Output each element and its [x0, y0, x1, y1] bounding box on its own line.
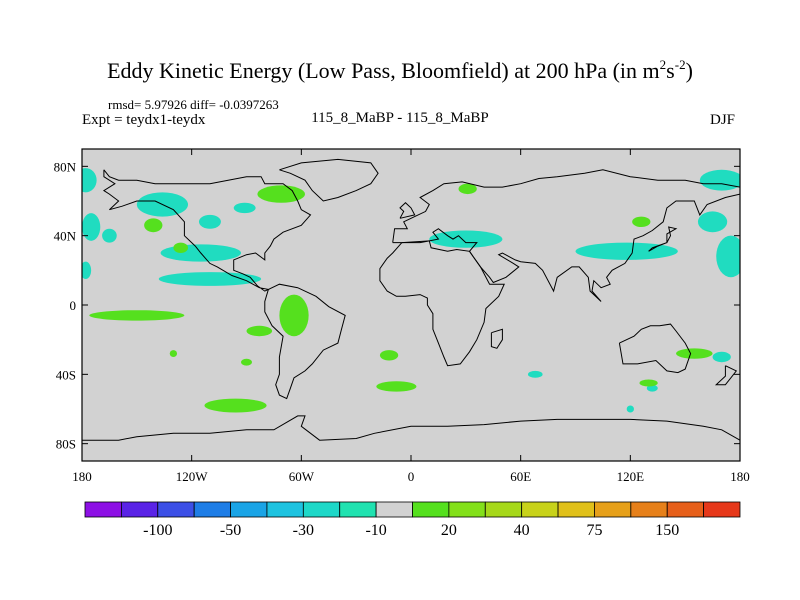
coastline-north-america [102, 169, 312, 292]
colorbar-label: 40 [514, 522, 530, 539]
continent-outlines [82, 158, 740, 441]
y-axis: 80N 40N 0 40S 80S [54, 159, 740, 452]
coastline-eurasia-africa [392, 169, 740, 302]
green-region-siberia [458, 183, 477, 195]
coastline-africa [379, 240, 505, 367]
green-region-southern-ocean-east [676, 348, 713, 359]
colorbar-swatch [594, 501, 632, 518]
colorbar-swatch [666, 501, 705, 518]
cyan-region-northeast-pacific [198, 214, 221, 229]
y-tick-label: 0 [70, 298, 77, 313]
green-region-southern-africa [379, 350, 399, 361]
green-region-tropical-atlantic-east [246, 325, 273, 337]
colorbar-swatch [375, 501, 413, 518]
y-tick-label: 80N [54, 159, 77, 174]
colorbar-label: -10 [365, 522, 386, 539]
cyan-region-north-pacific-45n [697, 211, 728, 233]
colorbar-swatch [302, 501, 341, 518]
x-tick-label: 120W [176, 469, 209, 484]
colorbar-label: 150 [655, 522, 679, 539]
colorbar-swatch [703, 501, 741, 518]
colorbar-label: -30 [293, 522, 314, 539]
green-region-tropical-pacific [89, 310, 185, 321]
season-label: DJF [710, 112, 736, 128]
colorbar-swatch [448, 501, 486, 518]
colorbar-swatch [521, 501, 559, 518]
colorbar-swatch [266, 501, 304, 518]
y-tick-label: 40N [54, 229, 77, 244]
colorbar-swatch [630, 501, 668, 518]
y-tick-label: 80S [56, 437, 76, 452]
y-tick-label: 40S [56, 367, 76, 382]
cyan-region-siberia-70n [699, 169, 740, 191]
cyan-region-north-pacific-east [716, 235, 740, 278]
green-region-tropical-atlantic [279, 294, 309, 337]
experiment-label: Expt = teydx1-teydx [82, 112, 206, 128]
plot-background [82, 149, 740, 461]
coastline-south-america [264, 283, 346, 400]
x-axis: 180 120W 60W 0 60E 120E 180 [72, 149, 750, 484]
green-region-north-pacific-a [144, 218, 163, 233]
cyan-region-east-asia-30n [575, 242, 678, 260]
title-s-text: s [666, 58, 675, 83]
cyan-region-indian-ocean-40s [527, 370, 543, 378]
cyan-region-south-pacific-west [712, 351, 731, 363]
x-tick-label: 0 [408, 469, 415, 484]
green-region-australia [639, 379, 658, 387]
green-region-south-indian [376, 381, 417, 392]
cyan-region-west-pacific-20n [82, 261, 92, 279]
colorbar-swatch [157, 501, 195, 518]
x-tick-label: 60E [510, 469, 531, 484]
colorbar-label: -50 [220, 522, 241, 539]
cyan-region-west-canada [233, 202, 256, 214]
comparison-label: 115_8_MaBP - 115_8_MaBP [311, 110, 489, 126]
coastline-greenland [279, 158, 379, 202]
coastline-australia [618, 323, 692, 374]
colorbar-swatch [557, 501, 595, 518]
x-tick-label: 60W [289, 469, 315, 484]
coastline-british-isles [399, 202, 416, 219]
colorbar-swatch [339, 501, 377, 518]
green-region-south-atlantic-east [241, 358, 252, 366]
chart-title: Eddy Kinetic Energy (Low Pass, Bloomfiel… [0, 58, 800, 84]
x-tick-label: 180 [730, 469, 750, 484]
green-region-south-america [169, 350, 178, 357]
coastline-antarctica [82, 415, 740, 441]
stats-label: rmsd= 5.97926 diff= -0.0397263 [108, 97, 279, 112]
title-main-text: Eddy Kinetic Energy (Low Pass, Bloomfiel… [107, 58, 660, 83]
colorbar-swatch [120, 501, 159, 518]
title-superscript-2: 2 [659, 57, 667, 72]
green-region-north-canada [257, 185, 305, 203]
title-superscript-minus2: -2 [674, 57, 686, 72]
cyan-region-southern-ocean-60s [626, 405, 634, 413]
cyan-region-west-pacific-40n-a [82, 213, 101, 241]
colorbar-label: -100 [143, 522, 172, 539]
x-tick-label: 120E [617, 469, 645, 484]
colorbar-swatch [412, 501, 450, 518]
green-region-south-pacific [204, 398, 267, 413]
colorbar-label: 75 [586, 522, 602, 539]
cyan-region-west-pacific-40n-b [102, 228, 117, 243]
cyan-region-east-pacific-15n [158, 272, 262, 286]
green-region-north-pacific-b [173, 242, 189, 253]
coastline-japan [648, 226, 678, 252]
coastline-new-zealand [714, 365, 738, 386]
colorbar-swatch [484, 501, 523, 518]
cyan-region-southern-ocean-50s [646, 384, 658, 392]
colorbar-swatch [193, 501, 231, 518]
green-region-east-asia [632, 216, 651, 227]
title-close-paren: ) [685, 58, 693, 83]
cyan-region-north-africa-30n [429, 230, 503, 248]
colorbar: -100 -50 -30 -10 20 40 75 150 [84, 501, 741, 539]
cyan-region-north-pacific-far-west [82, 168, 97, 193]
x-tick-label: 180 [72, 469, 92, 484]
colorbar-swatch [84, 501, 122, 518]
coastline-madagascar [490, 328, 503, 349]
colorbar-label: 20 [441, 522, 457, 539]
colorbar-swatch [230, 501, 268, 518]
